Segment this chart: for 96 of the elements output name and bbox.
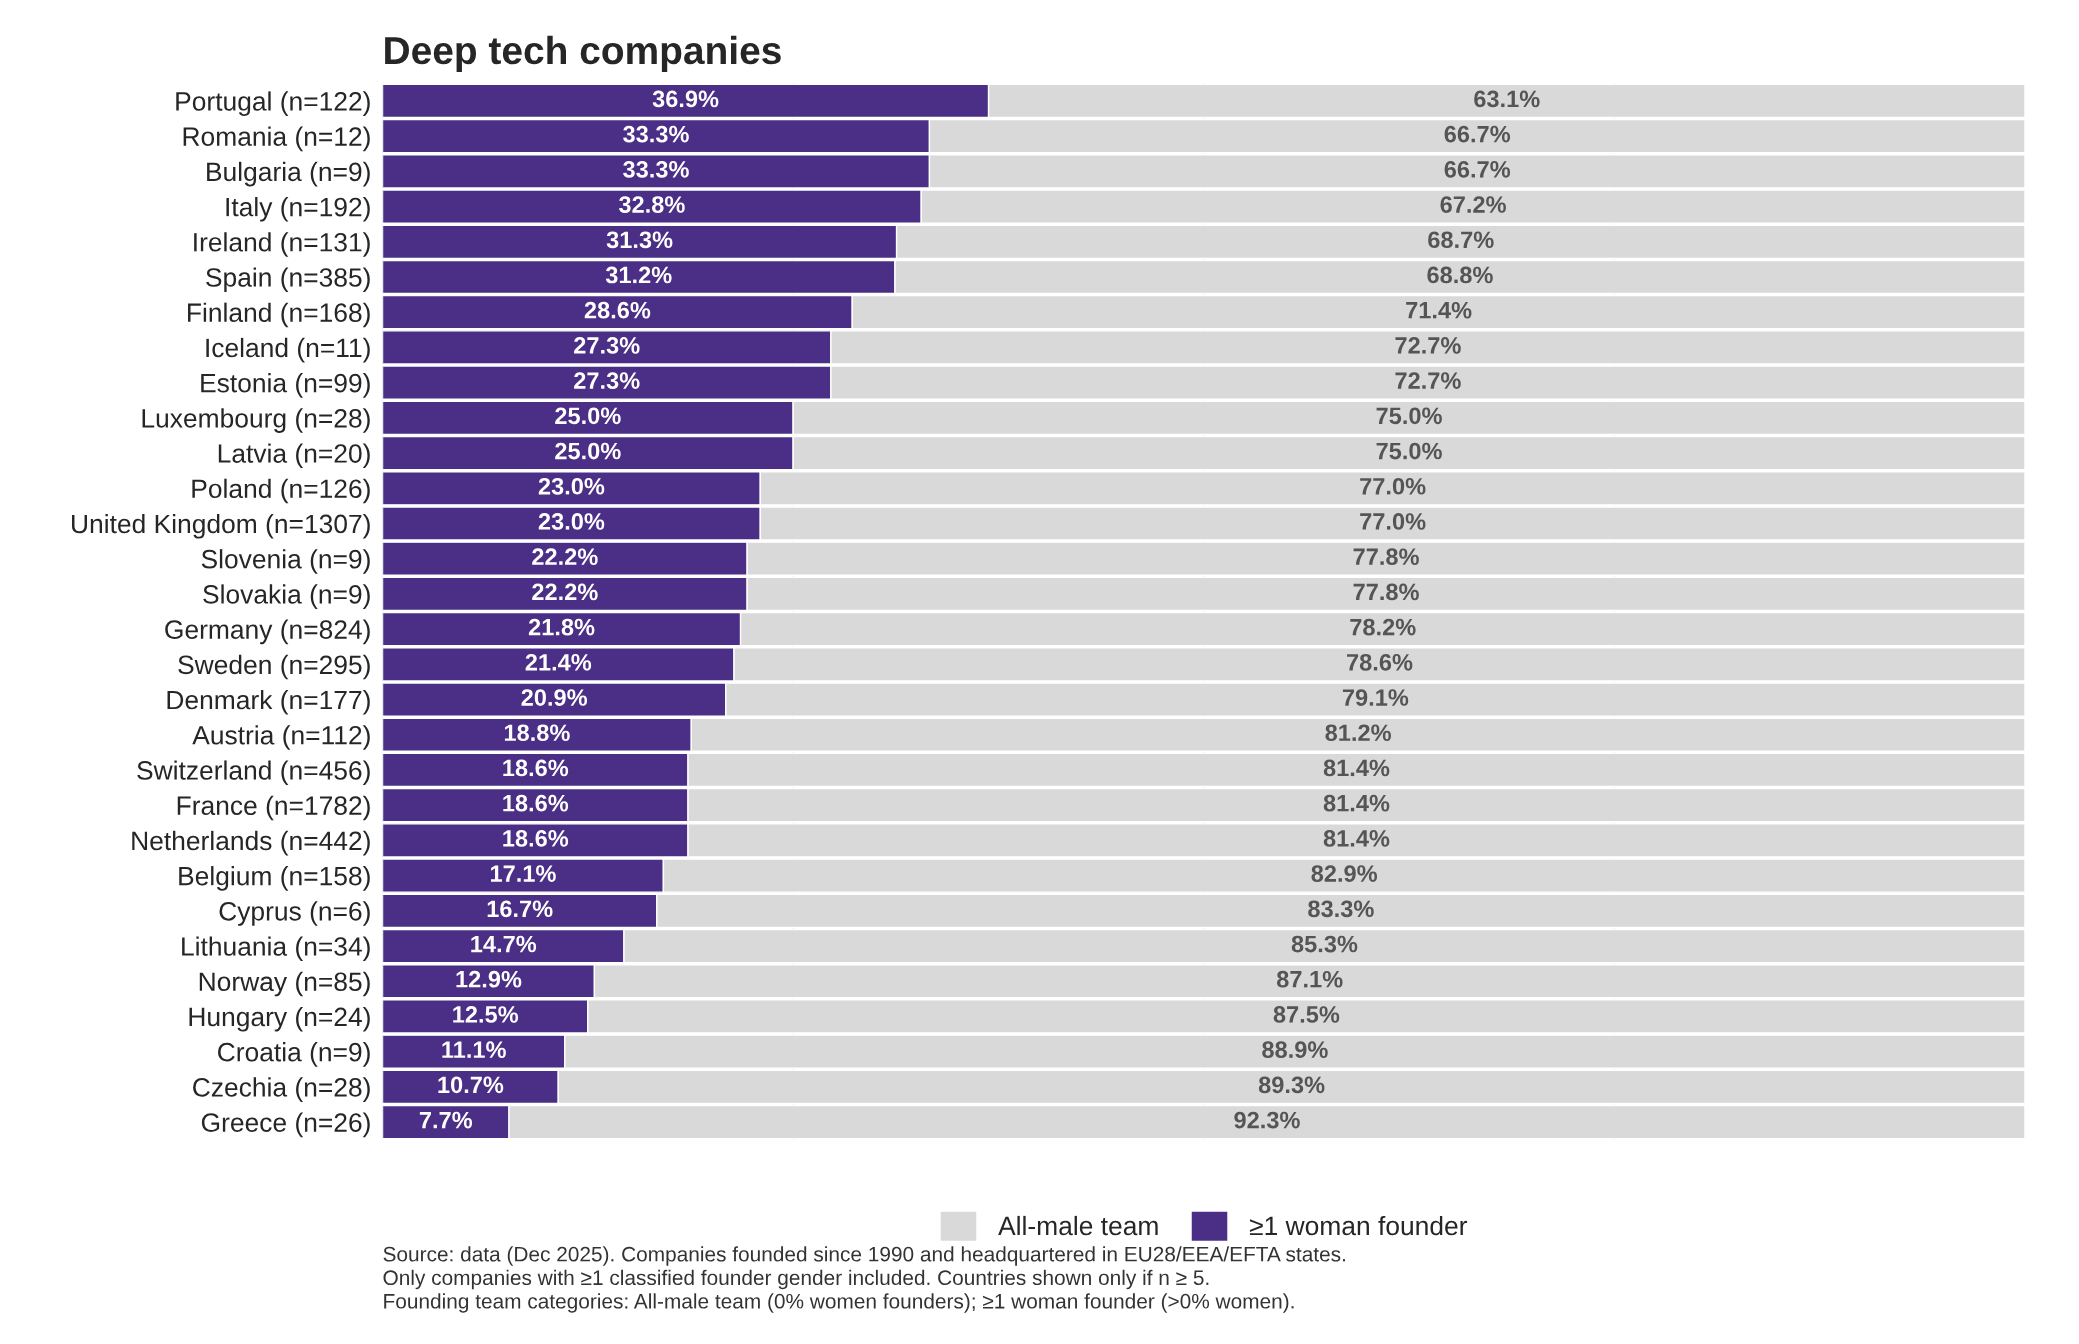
data-label: 82.9% — [1311, 865, 1378, 882]
data-label: 78.6% — [1347, 653, 1413, 671]
y-tick-label: Austria (n=112) — [192, 725, 370, 750]
y-tick-label: Hungary (n=24) — [189, 1006, 370, 1032]
data-label: 25.0% — [555, 442, 621, 460]
data-label: 12.9% — [456, 970, 522, 988]
data-label: 7.7% — [419, 1111, 473, 1129]
y-tick-label: Germany (n=824) — [165, 619, 370, 645]
data-label: 89.3% — [1258, 1076, 1325, 1094]
y-tick-label: Netherlands (n=442) — [132, 830, 370, 856]
y-tick-label: Ireland (n=131) — [194, 232, 370, 257]
data-label: 72.7% — [1395, 337, 1461, 354]
data-label: 11.1% — [442, 1041, 506, 1058]
data-label: 28.6% — [584, 301, 651, 319]
y-tick-label: Croatia (n=9) — [218, 1042, 370, 1067]
data-label: 21.4% — [525, 653, 592, 671]
data-label: 21.8% — [528, 618, 595, 636]
y-tick-label: Switzerland (n=456) — [137, 760, 370, 785]
y-tick-label: United Kingdom (n=1307) — [72, 513, 370, 539]
data-label: 79.1% — [1342, 689, 1409, 706]
data-label: 81.4% — [1323, 794, 1390, 812]
data-label: 18.6% — [503, 830, 569, 847]
data-label: 71.4% — [1406, 301, 1472, 319]
text: Only companies with ≥1 classified founder gender included. Countries shown only if n ≥ 5. — [383, 1269, 1209, 1290]
data-label: 17.1% — [490, 865, 556, 882]
data-label: 22.2% — [532, 583, 598, 601]
data-label: 81.4% — [1323, 830, 1390, 847]
y-tick-label: Portugal (n=122) — [176, 91, 370, 116]
y-tick-label: Cyprus (n=6) — [219, 901, 370, 926]
data-label: 81.4% — [1323, 759, 1390, 777]
data-label: 18.8% — [504, 724, 570, 742]
y-tick-label: Slovenia (n=9) — [201, 549, 370, 574]
y-tick-label: Latvia (n=20) — [218, 443, 370, 469]
data-label: 81.2% — [1325, 724, 1391, 742]
y-tick-label: Greece (n=26) — [201, 1112, 370, 1138]
data-label: 31.2% — [605, 266, 672, 284]
data-label: 77.8% — [1353, 548, 1419, 566]
y-tick-label: Slovakia (n=9) — [203, 584, 370, 609]
source-note: Source: data (Dec 2025). Companies founded since 1990 and headquartered in EU28/EEA/EFTA states. — [383, 1246, 1345, 1266]
data-label: 83.3% — [1308, 900, 1374, 918]
data-label: 23.0% — [538, 513, 605, 530]
data-label: 78.2% — [1350, 618, 1416, 636]
data-label: 92.3% — [1234, 1111, 1300, 1129]
data-label: 67.2% — [1440, 196, 1506, 213]
data-label: 16.7% — [487, 900, 553, 918]
data-label: 14.7% — [471, 935, 537, 953]
y-tick-label: Finland (n=168) — [188, 302, 370, 328]
y-tick-label: Sweden (n=295) — [178, 654, 370, 680]
y-tick-label: Iceland (n=11) — [206, 337, 370, 363]
data-label: 75.0% — [1376, 407, 1442, 425]
data-label: 75.0% — [1376, 442, 1442, 460]
y-tick-label: Czechia (n=28) — [193, 1077, 370, 1102]
data-label: 10.7% — [438, 1076, 504, 1094]
y-tick-label: Spain (n=385) — [206, 267, 370, 293]
data-label: 23.0% — [538, 477, 605, 495]
y-tick-label: Bulgaria (n=9) — [207, 161, 370, 187]
text: Founding team categories: All-male team (0% women founders); ≥1 woman founder (>0% women). — [384, 1293, 1294, 1313]
data-label: 68.7% — [1428, 231, 1494, 249]
data-label: 77.0% — [1360, 477, 1426, 495]
data-label: 31.3% — [606, 231, 673, 249]
data-label: 87.1% — [1276, 970, 1343, 988]
y-tick-label: Lithuania (n=34) — [182, 936, 370, 962]
y-tick-label: Italy (n=192) — [226, 197, 370, 222]
y-tick-label: Poland (n=126) — [192, 478, 370, 504]
data-label: 33.3% — [623, 125, 689, 143]
y-tick-label: France (n=1782) — [177, 795, 370, 821]
y-tick-label: Romania (n=12) — [183, 126, 370, 152]
data-label: 33.3% — [623, 160, 689, 178]
data-label: 63.1% — [1474, 90, 1540, 108]
data-label: 36.9% — [652, 90, 719, 108]
data-label: 12.5% — [453, 1006, 519, 1023]
data-label: 27.3% — [574, 372, 640, 390]
data-label: 72.7% — [1395, 372, 1461, 389]
data-label: 68.8% — [1427, 266, 1493, 284]
data-label: 85.3% — [1291, 935, 1358, 953]
chart-title: Deep tech companies — [385, 35, 781, 72]
y-tick-label: Norway (n=85) — [199, 971, 370, 997]
data-label: 18.6% — [503, 794, 569, 812]
data-label: 18.6% — [503, 759, 569, 777]
data-label: 77.0% — [1360, 513, 1426, 530]
data-label: 22.2% — [532, 548, 598, 565]
y-tick-label: Belgium (n=158) — [179, 866, 370, 891]
data-label: 77.8% — [1353, 583, 1419, 601]
y-tick-label: Denmark (n=177) — [167, 689, 370, 715]
data-label: 20.9% — [521, 689, 588, 706]
data-label: 88.9% — [1262, 1041, 1328, 1059]
data-label: 32.8% — [618, 196, 685, 213]
data-label: 66.7% — [1444, 160, 1511, 178]
y-tick-label: Estonia (n=99) — [201, 373, 370, 398]
legend-label: ≥1 woman founder — [1249, 1215, 1468, 1236]
legend-label: All-male team — [998, 1215, 1158, 1236]
y-tick-label: Luxembourg (n=28) — [142, 408, 370, 433]
data-label: 25.0% — [555, 407, 621, 425]
data-label: 87.5% — [1273, 1006, 1340, 1023]
data-label: 66.7% — [1444, 125, 1511, 143]
data-label: 27.3% — [574, 337, 640, 354]
